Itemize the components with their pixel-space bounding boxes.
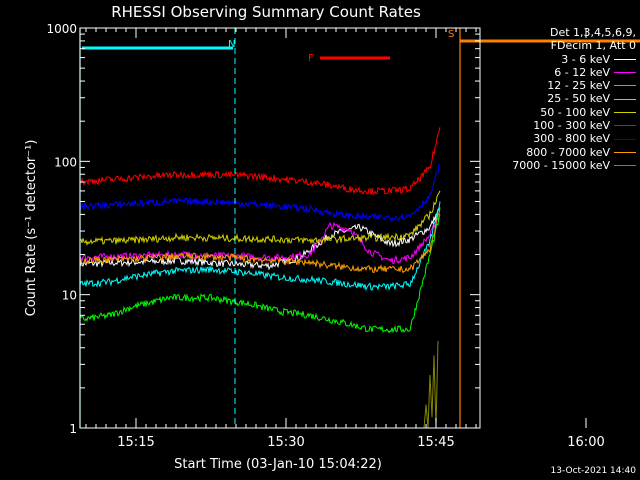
series-line-7-seg-0 [79,207,441,274]
flag-label-S: S [448,29,454,40]
legend-entry-3: 25 - 50 keV [478,92,636,105]
legend-swatch [614,138,636,140]
legend-swatch [614,85,636,87]
legend-entry-8: 7000 - 15000 keV [478,159,636,172]
series-line-8-seg-0 [423,340,439,429]
y-tick-label-2: 100 [54,155,77,169]
legend-entry-0: 3 - 6 keV [478,53,636,66]
legend-entry-5: 100 - 300 keV [478,119,636,132]
legend-swatch [614,151,636,153]
legend-label: 6 - 12 keV [554,65,610,79]
x-tick-label-1: 15:30 [267,435,304,450]
legend-label: 50 - 100 keV [540,105,610,119]
legend-swatch [614,111,636,113]
legend-label: 800 - 7000 keV [526,145,610,159]
legend-swatch [614,98,636,100]
series-line-6-seg-0 [79,163,441,223]
series-line-2-seg-0 [79,214,441,334]
y-tick-label-0: 1 [69,422,77,436]
x-tick-label-0: 15:15 [117,435,154,450]
legend-label: 12 - 25 keV [547,79,610,93]
legend-attenuator: FDecim 1, Att 0 [550,39,636,53]
series-line-4-seg-0 [79,190,441,246]
y-tick-label-3: 1000 [46,22,77,36]
chart-title: RHESSI Observing Summary Count Rates [111,3,421,21]
x-axis-label: Start Time (03-Jan-10 15:04:22) [174,457,382,472]
legend-swatch [614,72,636,74]
legend-label: 300 - 800 keV [533,132,610,146]
legend-swatch [614,165,636,167]
x-tick-label-3: 16:00 [567,435,604,450]
plot-frame [79,27,481,429]
legend-entry-4: 50 - 100 keV [478,106,636,119]
legend: Det 1,3,4,5,6,9, FDecim 1, Att 0 3 - 6 k… [478,26,636,172]
legend-swatch [614,125,636,127]
legend-entry-1: 6 - 12 keV [478,66,636,79]
series-line-1-seg-0 [80,214,441,265]
y-axis-label: Count Rate (s⁻¹ detector⁻¹) [24,140,39,317]
y-tick-label-1: 10 [62,289,77,303]
legend-detectors: Det 1,3,4,5,6,9, [549,26,636,39]
legend-label: 3 - 6 keV [561,52,610,66]
series-line-5-seg-0 [79,127,441,196]
legend-entries: 3 - 6 keV 6 - 12 keV 12 - 25 keV 25 - 50 ke… [478,53,636,173]
flag-label-F: F [308,53,314,64]
legend-swatch [614,58,636,60]
legend-label: 100 - 300 keV [533,119,610,133]
legend-entry-6: 300 - 800 keV [478,132,636,145]
legend-entry-7: 800 - 7000 keV [478,146,636,159]
timestamp: 13-Oct-2021 14:40 [550,466,636,476]
x-tick-label-2: 15:45 [417,435,454,450]
series-line-3-seg-0 [79,201,441,292]
legend-label: 7000 - 15000 keV [512,158,610,172]
legend-label: 25 - 50 keV [547,92,610,106]
legend-entry-2: 12 - 25 keV [478,79,636,92]
flag-label-N: N [228,39,235,50]
